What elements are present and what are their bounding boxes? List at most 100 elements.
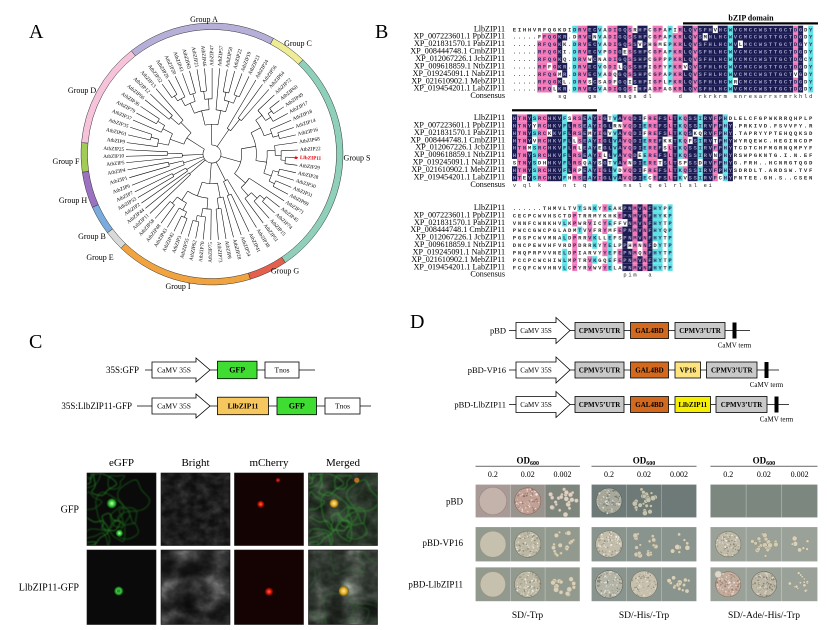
svg-text:N: N: [643, 249, 648, 256]
svg-text:H: H: [568, 174, 573, 181]
svg-text:XP_019454201.1 LabZIP11: XP_019454201.1 LabZIP11: [414, 84, 505, 93]
svg-text:FNTEE.GH.S..CSEN: FNTEE.GH.S..CSEN: [734, 174, 814, 181]
svg-text:Y: Y: [528, 122, 533, 129]
svg-text:XP_019245091.1 NabZIP11: XP_019245091.1 NabZIP11: [413, 158, 505, 167]
svg-text:M: M: [633, 235, 638, 242]
svg-text:P: P: [668, 212, 673, 219]
svg-text:V: V: [623, 160, 628, 167]
svg-text:N: N: [643, 227, 648, 234]
svg-text:q: q: [648, 183, 651, 189]
svg-text:YE: YE: [603, 205, 613, 212]
svg-text:YE: YE: [603, 220, 613, 227]
svg-text:HY: HY: [653, 235, 663, 242]
svg-text:F: F: [714, 145, 719, 152]
svg-text:n: n: [618, 94, 621, 100]
svg-text:AtbZIP47: AtbZIP47: [209, 45, 215, 66]
svg-text:H: H: [513, 115, 518, 122]
svg-text:Q: Q: [583, 160, 588, 167]
svg-text:Y: Y: [729, 137, 734, 144]
svg-text:RV: RV: [704, 174, 714, 181]
svg-text:V: V: [794, 71, 799, 78]
svg-text:N: N: [714, 152, 719, 159]
svg-text:F: F: [714, 130, 719, 137]
svg-text:TCDTCHFMGRNQMPYF: TCDTCHFMGRNQMPYF: [734, 145, 814, 152]
svg-text:.....: .....: [513, 49, 538, 56]
svg-text:D: D: [804, 49, 809, 56]
svg-text:D: D: [804, 34, 809, 41]
svg-text:H: H: [648, 41, 653, 48]
svg-text:M: M: [633, 257, 638, 264]
svg-text:DI: DI: [633, 137, 643, 144]
svg-text:HKV: HKV: [548, 174, 563, 181]
svg-text:PKR: PKR: [668, 41, 683, 48]
svg-text:I: I: [598, 130, 603, 137]
svg-text:.D: .D: [568, 34, 578, 41]
svg-text:A: A: [663, 49, 668, 56]
svg-text:GP: GP: [653, 26, 663, 33]
svg-text:P: P: [573, 235, 578, 242]
svg-text:L: L: [563, 235, 568, 242]
svg-text:AtbZIP63: AtbZIP63: [105, 127, 127, 138]
svg-text:XP_012067226.1 JcbZIP11: XP_012067226.1 JcbZIP11: [415, 54, 505, 63]
svg-text:F: F: [648, 264, 653, 271]
svg-text:pBD: pBD: [490, 326, 506, 336]
svg-text:I: I: [598, 137, 603, 144]
svg-text:s: s: [623, 94, 626, 100]
svg-text:XP_021610902.1 MebZIP11: XP_021610902.1 MebZIP11: [411, 255, 505, 264]
svg-text:DI: DI: [608, 56, 618, 63]
svg-text:ERE: ERE: [643, 137, 658, 144]
svg-text:I: I: [598, 174, 603, 181]
svg-text:VQ: VQ: [623, 130, 633, 137]
svg-text:VCMCCWSTTGCT: VCMCCWSTTGCT: [734, 49, 794, 56]
svg-text:VQ: VQ: [623, 152, 633, 159]
svg-text:P: P: [603, 49, 608, 56]
svg-text:I: I: [598, 152, 603, 159]
svg-text:LlbZIP11: LlbZIP11: [474, 24, 505, 33]
svg-text:M: M: [633, 220, 638, 227]
svg-text:GFP: GFP: [289, 402, 305, 411]
svg-text:Y: Y: [809, 41, 814, 48]
svg-text:R: R: [573, 145, 578, 152]
svg-text:GP: GP: [653, 56, 663, 63]
svg-text:T: T: [663, 235, 668, 242]
svg-text:DRV: DRV: [573, 26, 588, 33]
svg-text:E: E: [643, 174, 648, 181]
svg-text:T: T: [518, 174, 523, 181]
svg-text:F: F: [563, 167, 568, 174]
svg-text:I: I: [648, 78, 653, 85]
svg-text:RF: RF: [538, 63, 548, 70]
svg-text:L: L: [578, 145, 583, 152]
svg-text:V: V: [598, 86, 603, 93]
svg-text:XP_008444748.1 CmbZIP11: XP_008444748.1 CmbZIP11: [410, 47, 505, 56]
svg-text:d: d: [643, 94, 646, 100]
svg-text:A: A: [588, 115, 593, 122]
svg-text:K: K: [568, 220, 573, 227]
svg-text:L: L: [668, 167, 673, 174]
svg-text:PN: PN: [623, 235, 633, 242]
svg-text:D: D: [794, 41, 799, 48]
svg-text:K: K: [663, 212, 668, 219]
svg-text:KQ: KQ: [679, 145, 689, 152]
svg-text:N: N: [643, 257, 648, 264]
svg-text:Y: Y: [809, 71, 814, 78]
svg-text:CaMV term: CaMV term: [718, 342, 752, 350]
svg-text:D: D: [608, 78, 613, 85]
svg-text:CaMV term: CaMV term: [750, 381, 784, 389]
svg-text:F: F: [714, 167, 719, 174]
svg-text:r: r: [789, 94, 792, 100]
svg-text:L: L: [739, 41, 744, 48]
svg-text:A: A: [588, 174, 593, 181]
svg-text:TN: TN: [518, 152, 528, 159]
svg-text:I: I: [699, 174, 704, 181]
svg-text:RFQG: RFQG: [538, 41, 558, 48]
svg-text:Q: Q: [689, 63, 694, 70]
svg-text:F: F: [658, 145, 663, 152]
svg-text:IC: IC: [593, 220, 603, 227]
svg-text:I: I: [699, 115, 704, 122]
svg-text:DI: DI: [608, 86, 618, 93]
svg-text:RV: RV: [704, 145, 714, 152]
svg-text:V: V: [638, 235, 643, 242]
svg-text:VQ: VQ: [623, 174, 633, 181]
svg-text:AtbZIP55: AtbZIP55: [179, 237, 191, 259]
svg-text:D: D: [804, 26, 809, 33]
